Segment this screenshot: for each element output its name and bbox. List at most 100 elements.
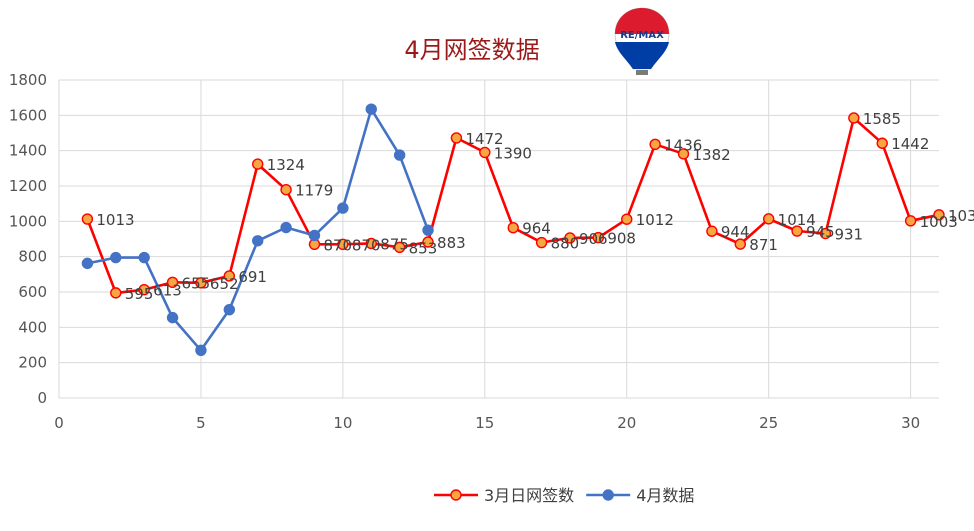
y-tick-label: 1400 — [9, 142, 47, 160]
y-tick-label: 800 — [18, 248, 47, 266]
data-label: 1382 — [693, 146, 731, 164]
legend-marker — [602, 489, 614, 501]
legend-label: 4月数据 — [636, 486, 694, 505]
data-label: 1179 — [295, 182, 333, 200]
data-label: 613 — [153, 282, 182, 300]
x-tick-label: 15 — [475, 414, 494, 432]
data-label: 1012 — [636, 211, 674, 229]
data-point — [223, 270, 236, 282]
balloon-top-band — [615, 8, 669, 34]
data-label: 1585 — [863, 110, 901, 128]
data-point — [535, 236, 548, 249]
chart-title: 4月网签数据 — [404, 36, 539, 64]
data-point — [762, 213, 775, 225]
data-point — [819, 227, 832, 240]
data-point — [706, 225, 718, 237]
data-point — [848, 112, 860, 124]
data-point — [393, 241, 406, 254]
data-label: 595 — [125, 285, 154, 303]
data-label: 906 — [579, 230, 608, 248]
y-tick-label: 1600 — [9, 106, 47, 124]
data-label: 945 — [806, 223, 835, 241]
y-tick-label: 400 — [18, 318, 47, 336]
data-point — [166, 276, 179, 288]
data-point — [223, 303, 236, 316]
data-label: 1442 — [891, 135, 929, 153]
balloon-icon: RE/MAX — [614, 7, 670, 75]
data-point — [110, 251, 122, 264]
axes: 0 200 400 600 800 1000 1200 1400 1600 1800 0 5 10 15 2… — [9, 71, 920, 432]
data-label: 1436 — [664, 136, 702, 154]
data-label: 944 — [721, 223, 750, 241]
data-point — [81, 257, 94, 270]
data-point — [365, 237, 377, 250]
data-label: 691 — [238, 268, 267, 286]
data-point — [904, 215, 917, 227]
data-point — [933, 209, 945, 221]
data-point — [252, 235, 264, 247]
data-label: 870 — [352, 236, 381, 254]
data-point — [422, 224, 434, 236]
x-tick-label: 20 — [617, 414, 636, 432]
data-label: 880 — [551, 235, 580, 253]
data-label: 1003 — [920, 213, 958, 231]
data-point — [649, 138, 661, 151]
x-tick-label: 30 — [901, 414, 920, 432]
y-tick-label: 1000 — [9, 212, 47, 230]
data-label: 1324 — [267, 156, 305, 174]
data-point — [81, 213, 94, 225]
data-label: 870 — [323, 236, 352, 254]
series — [81, 103, 945, 356]
data-point — [110, 287, 122, 299]
data-point — [365, 103, 377, 115]
data-point — [507, 221, 519, 234]
y-tick-label: 1200 — [9, 177, 47, 195]
data-point — [195, 277, 207, 289]
data-point — [337, 238, 349, 251]
legend: 3月日网签数 4月数据 — [434, 486, 694, 505]
data-point — [195, 344, 207, 356]
data-label: 883 — [437, 234, 466, 252]
data-label: 1013 — [96, 211, 134, 229]
data-label: 655 — [182, 274, 211, 292]
logo-text: RE/MAX — [620, 30, 664, 41]
data-label: 1390 — [494, 144, 532, 162]
y-tick-label: 600 — [18, 283, 47, 301]
remax-logo: RE/MAX — [614, 7, 670, 75]
balloon-basket — [636, 70, 648, 75]
data-point — [564, 232, 576, 244]
y-tick-label: 200 — [18, 354, 47, 372]
data-point — [308, 229, 321, 242]
x-tick-label: 10 — [333, 414, 352, 432]
data-point — [393, 149, 406, 161]
data-point — [876, 137, 888, 149]
data-label: 1014 — [778, 211, 816, 229]
data-label: 871 — [749, 236, 778, 254]
data-point — [280, 221, 292, 234]
data-label: 1037 — [948, 207, 974, 225]
data-label: 908 — [607, 230, 636, 248]
x-tick-label: 0 — [54, 414, 64, 432]
data-label: 931 — [834, 226, 863, 244]
x-tick-label: 25 — [759, 414, 778, 432]
data-point — [450, 132, 463, 144]
data-point — [479, 146, 491, 159]
y-tick-label: 0 — [37, 389, 47, 407]
data-label: 964 — [522, 220, 551, 238]
data-label: 853 — [409, 239, 438, 257]
data-point — [592, 231, 605, 244]
y-tick-label: 1800 — [9, 71, 47, 89]
data-point — [422, 236, 434, 248]
series-line — [87, 107, 430, 352]
data-point — [677, 148, 690, 160]
balloon-bottom-band — [615, 42, 669, 69]
legend-marker — [450, 489, 462, 501]
data-point — [621, 213, 633, 225]
data-label: 1472 — [465, 130, 503, 148]
data-point — [280, 184, 292, 196]
x-tick-label: 5 — [196, 414, 206, 432]
data-point — [734, 238, 746, 250]
